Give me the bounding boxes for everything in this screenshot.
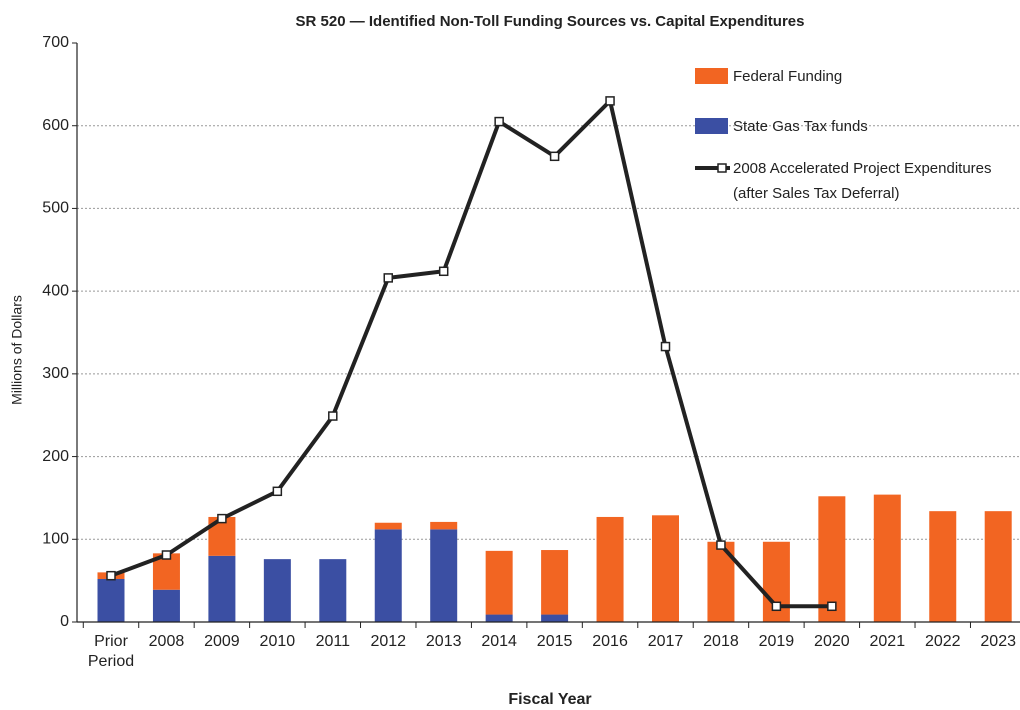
x-tick-label: 2010 — [259, 633, 296, 650]
legend-label: 2008 Accelerated Project Expenditures (a… — [733, 159, 992, 202]
legend-swatch — [695, 118, 728, 134]
x-tick-label: 2012 — [370, 633, 407, 650]
y-tick-label: 300 — [42, 365, 69, 382]
x-tick-label: 2020 — [814, 633, 850, 650]
bar — [374, 529, 402, 622]
x-tick-label: 2015 — [536, 633, 573, 650]
legend-swatch — [695, 68, 728, 84]
line-marker — [549, 151, 560, 162]
line-marker — [771, 601, 782, 612]
legend-marker — [717, 163, 727, 173]
bar — [319, 559, 347, 622]
bar — [430, 521, 458, 530]
y-tick-label: 400 — [42, 282, 69, 299]
legend-label: Federal Funding — [733, 67, 843, 85]
x-tick-label: 2013 — [425, 633, 462, 650]
line-marker — [272, 486, 283, 497]
line — [110, 98, 832, 609]
line-marker — [827, 601, 837, 612]
line-marker — [161, 550, 172, 560]
bar — [596, 516, 624, 622]
y-tick-label: 600 — [42, 117, 69, 134]
chart-title: SR 520 — Identified Non-Toll Funding Sou… — [296, 13, 805, 30]
y-axis-label: Millions of Dollars — [9, 295, 25, 405]
x-tick-label: 2009 — [204, 633, 240, 650]
line-marker — [383, 273, 393, 283]
bar — [152, 589, 180, 622]
x-tick-label: Prior Period — [87, 633, 135, 670]
bar — [430, 529, 458, 622]
x-tick-label: 2017 — [647, 633, 684, 650]
x-tick-label: 2019 — [758, 633, 795, 650]
x-tick-label: 2023 — [980, 633, 1016, 650]
bar — [374, 522, 402, 530]
line-marker — [328, 411, 338, 421]
line-marker — [605, 96, 615, 106]
bar — [873, 494, 901, 622]
line-marker — [217, 513, 227, 524]
bar — [541, 550, 569, 615]
bar — [984, 511, 1012, 622]
y-tick-label: 200 — [42, 448, 69, 465]
bar — [263, 559, 291, 622]
line-marker — [494, 116, 504, 127]
x-tick-label: 2021 — [869, 633, 906, 650]
line-marker — [660, 341, 671, 352]
legend-label: State Gas Tax funds — [733, 117, 868, 135]
bar — [208, 555, 236, 622]
x-tick-label: 2008 — [148, 633, 185, 650]
bar — [97, 578, 125, 622]
line-marker — [438, 266, 449, 277]
x-tick-label: 2018 — [703, 633, 739, 650]
x-tick-label: 2011 — [315, 633, 350, 650]
x-tick-label: 2014 — [481, 633, 517, 650]
bar — [929, 511, 957, 622]
x-tick-label: 2016 — [592, 633, 628, 650]
x-axis-label: Fiscal Year — [508, 691, 591, 708]
y-tick-label: 500 — [42, 200, 69, 217]
line-marker — [716, 540, 726, 550]
bar — [818, 496, 846, 622]
bar — [541, 614, 569, 622]
y-tick-label: 100 — [42, 531, 69, 548]
y-tick-label: 0 — [60, 613, 69, 630]
bar — [485, 614, 513, 622]
x-tick-label: 2022 — [924, 633, 961, 650]
y-tick-label: 700 — [42, 34, 69, 51]
bar — [652, 515, 679, 622]
bar — [485, 550, 513, 615]
line-marker — [106, 570, 116, 581]
